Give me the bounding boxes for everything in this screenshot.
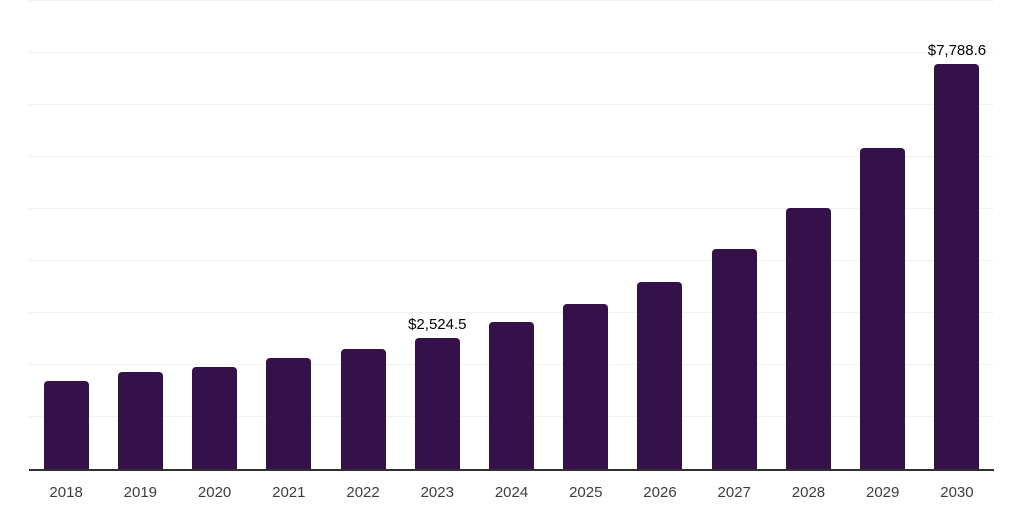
x-axis-label-2028: 2028 — [791, 484, 826, 501]
bar-2029 — [860, 147, 906, 469]
bar-column-2028 — [771, 1, 845, 469]
gridline-3000 — [29, 312, 994, 314]
bar-2018 — [43, 381, 89, 469]
gridline-8000 — [29, 52, 994, 53]
bar-2020 — [192, 366, 238, 469]
bar-2027 — [711, 249, 757, 469]
x-axis-label-2022: 2022 — [346, 484, 380, 501]
x-axis-label-2027: 2027 — [717, 484, 751, 501]
bar-2030 — [934, 64, 980, 469]
x-axis-label-2020: 2020 — [197, 484, 232, 501]
x-axis-label-2021: 2021 — [272, 484, 306, 501]
bar-column-2020 — [177, 1, 251, 469]
bar-2028 — [785, 207, 831, 469]
x-axis-label-2024: 2024 — [494, 484, 529, 501]
bar-column-2022 — [326, 1, 400, 469]
bar-2022 — [340, 348, 386, 469]
gridline-6000 — [29, 156, 994, 158]
x-axis-label-2029: 2029 — [866, 484, 900, 501]
gridline-9000 — [29, 0, 994, 1]
bar-column-2021 — [252, 1, 326, 469]
x-axis-label-2018: 2018 — [49, 484, 83, 501]
bar-column-2018 — [29, 1, 103, 469]
bar-2025 — [563, 303, 609, 469]
x-axis-label-2019: 2019 — [123, 484, 158, 501]
bar-value-label-2023: $2,524.5 — [408, 315, 467, 333]
bar-column-2024 — [474, 1, 548, 469]
bar-2021 — [266, 358, 312, 469]
bar-column-2029 — [846, 1, 920, 469]
bar-column-2023: $2,524.5 — [400, 1, 474, 469]
x-axis-label-2023: 2023 — [420, 484, 454, 501]
bar-column-2027 — [697, 1, 771, 469]
bar-2019 — [117, 372, 163, 469]
x-axis-label-2026: 2026 — [643, 484, 677, 501]
bar-2023 — [414, 337, 460, 469]
bar-column-2025 — [549, 1, 623, 469]
gridline-7000 — [29, 104, 994, 105]
bar-2026 — [637, 281, 683, 469]
plot-area: $2,524.5 $7,788.6 — [29, 0, 994, 471]
x-axis-label-2025: 2025 — [569, 484, 603, 501]
x-axis-labels: 2018 2019 2020 2021 2022 2023 2024 2025 2026 2027… — [29, 484, 994, 502]
bar-column-2026 — [623, 1, 697, 469]
gridline-5000 — [29, 208, 994, 209]
bar-column-2019 — [103, 1, 177, 469]
bar-value-label-2030: $7,788.6 — [927, 42, 987, 59]
bar-2024 — [489, 322, 535, 469]
bar-columns: $2,524.5 $7,788.6 — [29, 1, 994, 469]
x-axis-label-2030: 2030 — [940, 484, 974, 501]
bar-column-2030: $7,788.6 — [920, 1, 994, 469]
gridline-4000 — [29, 260, 994, 261]
